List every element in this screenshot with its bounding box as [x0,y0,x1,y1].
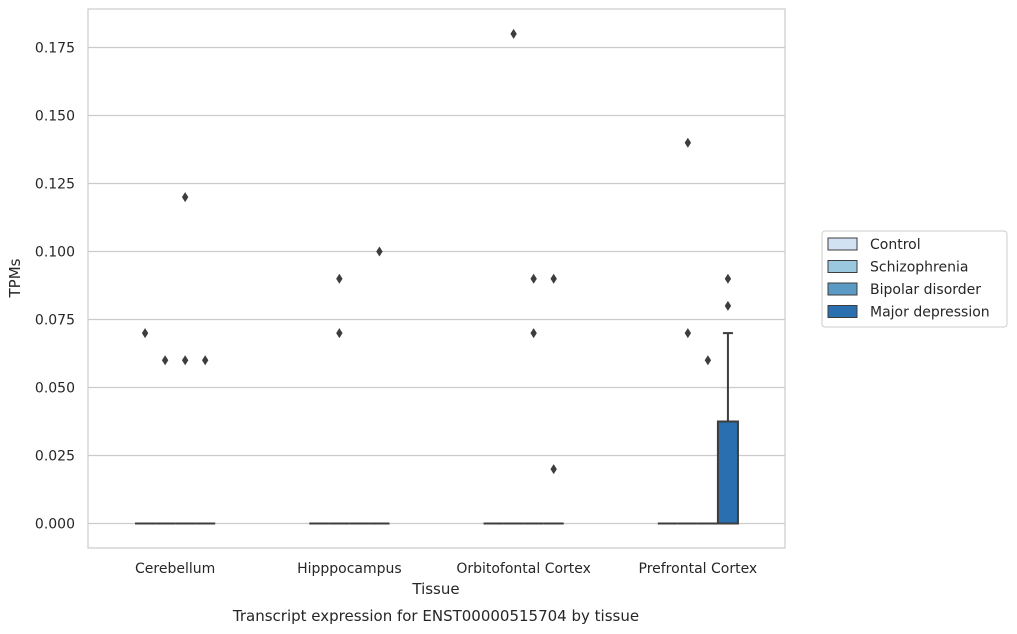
outlier-point [161,355,169,366]
legend-label: Major depression [870,305,990,321]
legend-label: Schizophrenia [870,260,968,276]
legend-swatch [827,260,858,273]
box [716,420,739,525]
outlier-point [336,273,343,284]
outlier-point [550,464,557,475]
outlier-point [684,137,692,148]
outlier-point [684,328,692,339]
outlier-point [510,28,517,39]
legend-label: Bipolar disorder [870,282,981,298]
outlier-point [141,328,149,339]
x-tick-label: Prefrontal Cortex [639,561,758,577]
outlier-point [530,328,537,339]
x-tick-label: Hipppocampus [297,561,402,577]
outlier-point [550,273,557,284]
legend-swatch [827,282,858,296]
y-tick-label: 0.000 [35,517,75,533]
y-axis-title: TPMs [6,258,24,298]
x-tick-label: Cerebellum [135,561,215,577]
legend: Control Schizophrenia Bipolar disorder Majo… [821,230,1008,328]
y-tick-label: 0.150 [35,109,75,125]
box-major-depression [716,332,739,525]
y-tick-label: 0.050 [35,381,75,397]
legend-swatch [827,237,858,251]
outlier-point [181,192,189,203]
legend-label: Control [870,237,921,253]
y-axis-ticks: 0.000 0.025 0.050 0.075 0.100 0.125 0.150 0.175 [35,41,75,533]
outlier-point [376,246,383,257]
x-axis-title: Tissue [411,580,459,598]
outlier-point [724,300,732,311]
outlier-point [530,273,537,284]
outlier-point [181,355,189,366]
plot-frame [87,8,786,549]
box-series [135,332,739,525]
outlier-point [724,273,732,284]
x-axis-ticks: Cerebellum Hipppocampus Orbitofontal Corte… [135,561,757,577]
y-tick-label: 0.025 [35,449,75,465]
y-tick-label: 0.100 [35,245,75,261]
outlier-point [704,355,712,366]
chart-caption: Transcript expression for ENST0000051570… [232,607,639,625]
outlier-point [201,355,209,366]
outlier-points [141,28,732,475]
y-tick-label: 0.125 [35,177,75,193]
legend-frame [821,230,1008,328]
outlier-point [336,328,343,339]
y-tick-label: 0.075 [35,313,75,329]
y-tick-label: 0.175 [35,41,75,57]
x-tick-label: Orbitofontal Cortex [456,561,591,577]
legend-swatch [827,305,858,318]
